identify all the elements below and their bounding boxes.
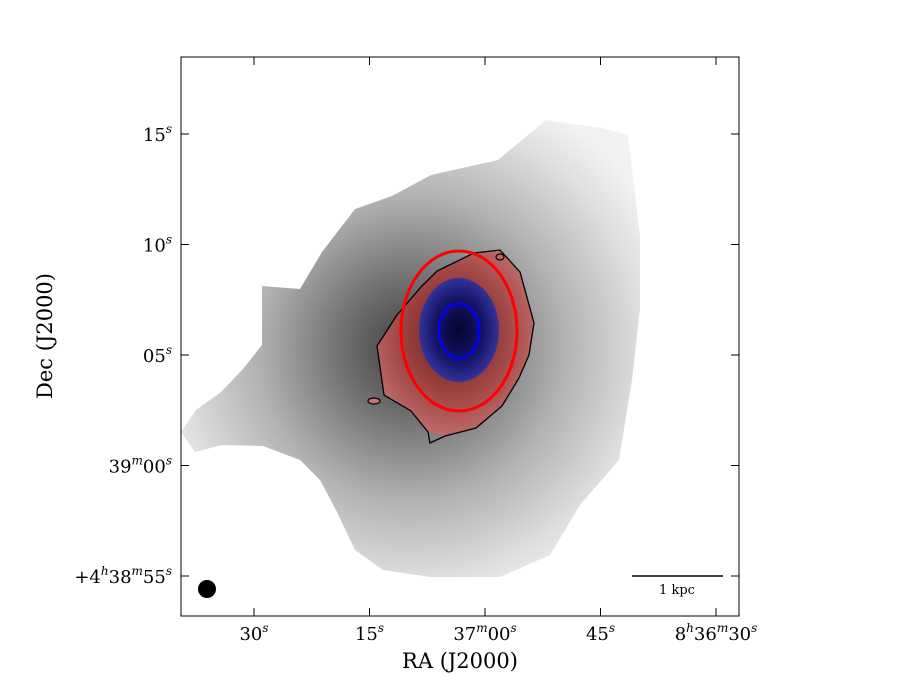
black-contour-small — [367, 397, 381, 405]
y-tick-label: 15s​ — [143, 122, 172, 146]
y-tick-label: 05s​ — [143, 343, 172, 367]
blue-ellipse — [437, 302, 481, 360]
ticks-group — [181, 57, 739, 616]
black-contour — [376, 249, 535, 444]
x-tick-label: 8h​36m​30s​ — [675, 621, 758, 645]
blue-emission — [419, 278, 499, 382]
tick-labels-group: 30s​ 15s​ 37m​00s​ 45s​ 8h​36m​30s​ 15s​ 10s​ 0… — [74, 122, 757, 645]
x-tick-label: 45s​ — [586, 621, 615, 645]
x-tick-label: 30s​ — [239, 621, 268, 645]
y-axis-label: Dec (J2000) — [33, 273, 57, 399]
red-ellipse — [399, 249, 519, 413]
y-tick-label: +4h​38m​55s​ — [74, 564, 172, 588]
black-contour-small-2 — [495, 253, 505, 261]
x-tick-label: 15s​ — [355, 621, 384, 645]
y-tick-label: 10s​ — [143, 233, 172, 257]
x-axis-label: RA (J2000) — [402, 649, 518, 673]
scalebar-label: 1 kpc — [659, 583, 695, 598]
y-tick-label: 39m​00s​ — [109, 454, 172, 478]
beam-marker — [198, 580, 216, 598]
plot-frame — [180, 56, 740, 617]
x-tick-label: 37m​00s​ — [453, 621, 516, 645]
